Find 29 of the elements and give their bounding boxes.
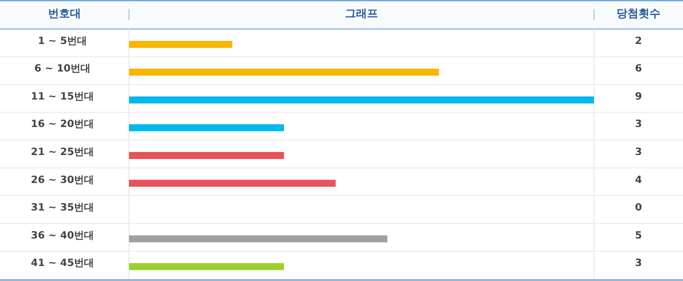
bar xyxy=(129,152,284,159)
y-tick-label: 11 ~ 15번대 xyxy=(30,91,94,102)
bar xyxy=(129,68,439,76)
y-axis-title: 번호대 xyxy=(48,7,81,20)
data-label: 6 xyxy=(635,64,642,75)
y-tick-label: 1 ~ 5번대 xyxy=(38,36,88,47)
data-label: 2 xyxy=(635,36,642,47)
data-label: 3 xyxy=(635,258,642,270)
y-tick-label: 31 ~ 35번대 xyxy=(30,202,94,214)
chart-title: 그래프 xyxy=(345,7,378,20)
data-label: 4 xyxy=(635,174,642,186)
y-tick-label: 41 ~ 45번대 xyxy=(30,258,94,270)
y-tick-label: 16 ~ 20번대 xyxy=(30,119,94,130)
y-tick-label: 21 ~ 25번대 xyxy=(30,147,94,158)
y-tick-label: 36 ~ 40번대 xyxy=(30,230,94,242)
data-label: 5 xyxy=(635,230,642,242)
bar xyxy=(129,124,284,132)
y-tick-label: 6 ~ 10번대 xyxy=(34,64,91,75)
bar xyxy=(129,40,232,48)
data-label: 9 xyxy=(635,91,642,102)
bar xyxy=(129,180,336,187)
data-label: 0 xyxy=(635,202,642,214)
data-label: 3 xyxy=(635,119,642,130)
bar xyxy=(129,96,594,104)
x-axis-title: 당첨횟수 xyxy=(616,7,660,20)
data-label: 3 xyxy=(635,147,642,158)
y-tick-label: 26 ~ 30번대 xyxy=(30,174,94,186)
bar xyxy=(129,235,388,242)
bar xyxy=(129,263,284,270)
